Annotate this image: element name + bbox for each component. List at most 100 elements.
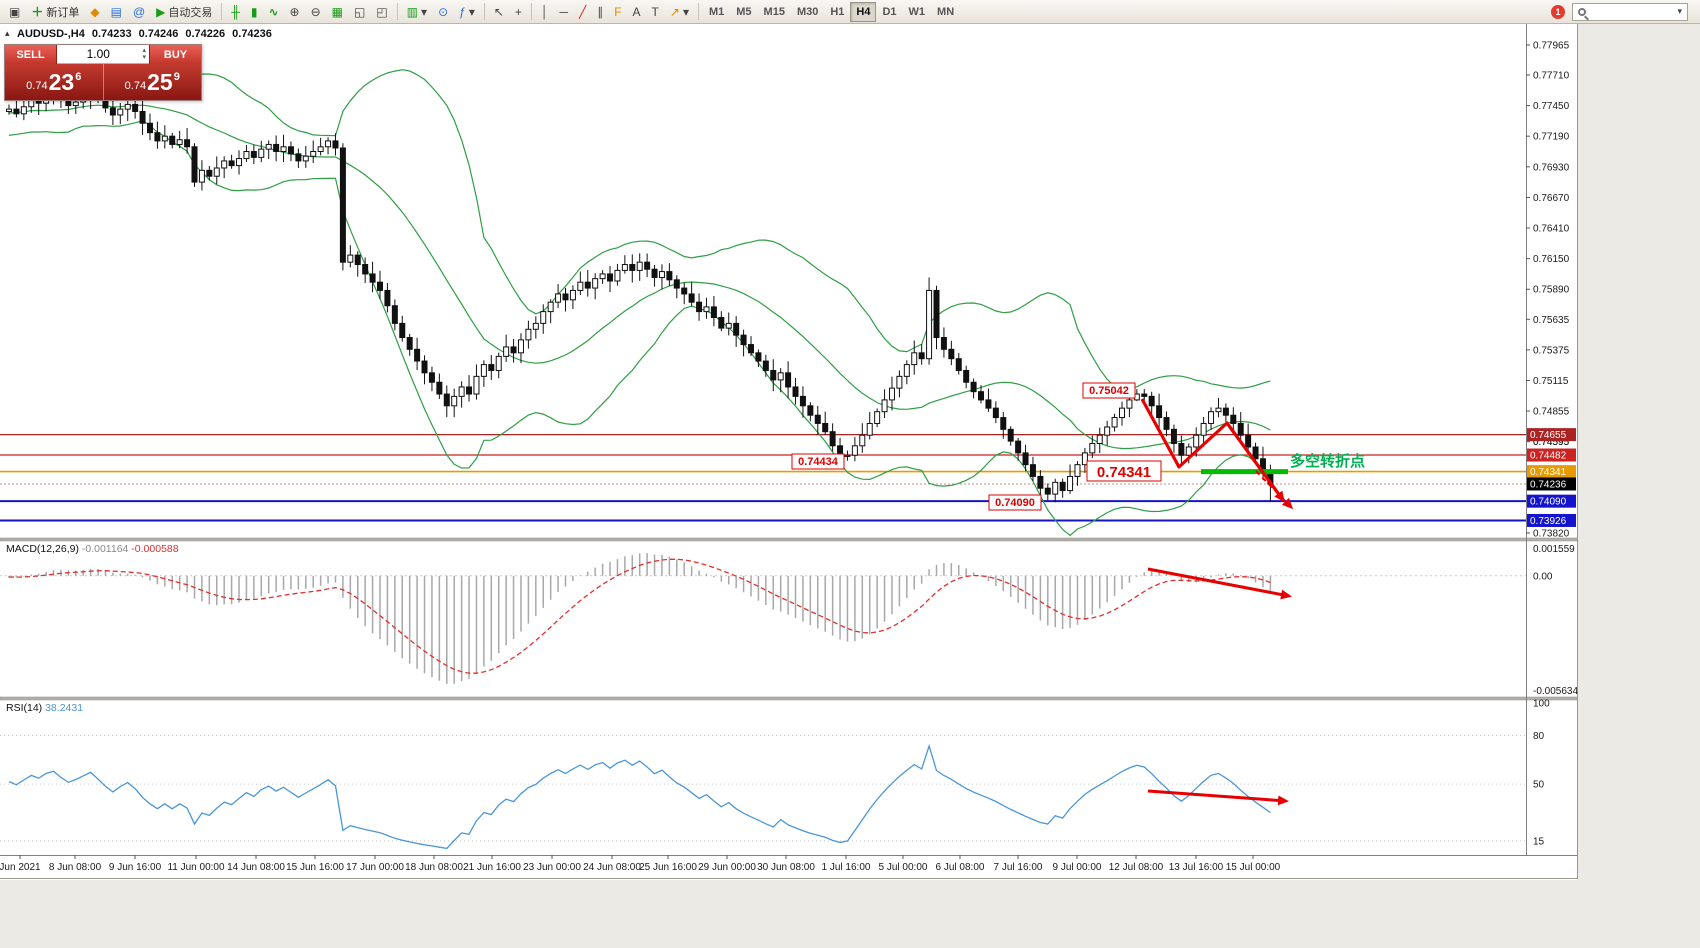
- ask-price[interactable]: 0.74 25 9: [104, 64, 202, 100]
- horizontal-level-lines[interactable]: [0, 434, 1526, 522]
- channel-icon[interactable]: ∥: [597, 4, 604, 19]
- line-chart-icon[interactable]: ∿: [268, 4, 279, 19]
- pane-separator[interactable]: [0, 696, 1578, 701]
- lot-spinner[interactable]: ▴ ▾: [139, 47, 149, 61]
- community-icon[interactable]: @: [132, 4, 146, 19]
- timeframe-d1-button[interactable]: D1: [876, 2, 902, 22]
- cascade-windows-icon[interactable]: ◰: [376, 4, 388, 19]
- zoom-out-icon[interactable]: ⊖: [310, 4, 321, 19]
- terminal-icon[interactable]: ▣: [9, 4, 21, 19]
- indicators-icon[interactable]: ƒ ▾: [459, 4, 475, 19]
- svg-text:5 Jul 00:00: 5 Jul 00:00: [879, 862, 928, 873]
- bar-chart-icon[interactable]: ╫: [231, 4, 240, 19]
- svg-text:1 Jul 16:00: 1 Jul 16:00: [822, 862, 871, 873]
- search-icon: [1578, 7, 1586, 16]
- rsi-label: RSI(14) 38.2431: [6, 702, 83, 714]
- notification-badge[interactable]: 1: [1551, 4, 1565, 19]
- price-axis[interactable]: 0.77965 0.77710 0.77450 0.77190 0.76930 0.766…: [1526, 40, 1576, 539]
- svg-text:0.77190: 0.77190: [1533, 132, 1570, 143]
- svg-text:0.74855: 0.74855: [1533, 407, 1570, 418]
- macd-trend-arrow[interactable]: [1147, 567, 1292, 600]
- svg-text:Jun 2021: Jun 2021: [0, 862, 41, 873]
- new-order-button[interactable]: ＋新订单: [26, 2, 84, 22]
- text-icon[interactable]: A: [632, 4, 641, 19]
- svg-text:29 Jun 00:00: 29 Jun 00:00: [698, 862, 756, 873]
- svg-text:6 Jul 08:00: 6 Jul 08:00: [936, 862, 985, 873]
- svg-text:15: 15: [1533, 836, 1545, 847]
- trend-zigzag-arrow[interactable]: [1140, 398, 1285, 503]
- zoom-in-icon[interactable]: ⊕: [289, 4, 300, 19]
- tile-windows-icon[interactable]: ▦: [331, 4, 344, 19]
- price-callout-box[interactable]: [791, 453, 845, 470]
- timeframe-mn-button[interactable]: MN: [931, 2, 960, 22]
- svg-text:15 Jul 00:00: 15 Jul 00:00: [1226, 862, 1281, 873]
- rsi-trend-arrow[interactable]: [1147, 789, 1289, 806]
- bid-price[interactable]: 0.74 23 6: [5, 64, 103, 100]
- timeframe-w1-button[interactable]: W1: [903, 2, 932, 22]
- arrows-tool-icon[interactable]: ↗ ▾: [669, 4, 689, 19]
- svg-text:0.74090: 0.74090: [1530, 497, 1567, 508]
- high-value: 0.74246: [138, 28, 179, 40]
- profiles-icon[interactable]: ⊙: [438, 4, 449, 19]
- chart-canvas[interactable]: 0.77965 0.77710 0.77450 0.77190 0.76930 0.766…: [0, 24, 1578, 880]
- cursor-icon[interactable]: ↖: [493, 4, 504, 19]
- search-box: ▾: [1572, 2, 1688, 21]
- timeframe-h1-button[interactable]: H1: [824, 2, 850, 22]
- spin-down-icon[interactable]: ▾: [142, 54, 146, 61]
- pane-separator[interactable]: [0, 537, 1578, 542]
- fibonacci-icon[interactable]: F: [614, 4, 622, 19]
- svg-text:23 Jun 00:00: 23 Jun 00:00: [523, 862, 581, 873]
- trendline-icon[interactable]: ╱: [578, 4, 587, 19]
- crosshair-icon[interactable]: +: [514, 4, 522, 19]
- mail-icon[interactable]: ▤: [110, 4, 122, 19]
- timeframe-m15-button[interactable]: M15: [758, 2, 791, 22]
- sell-button[interactable]: SELL: [5, 45, 57, 64]
- svg-text:24 Jun 08:00: 24 Jun 08:00: [583, 862, 641, 873]
- turning-point-annotation[interactable]: 多空转折点: [1290, 452, 1365, 470]
- svg-text:12 Jul 08:00: 12 Jul 08:00: [1109, 862, 1164, 873]
- text-label-icon[interactable]: T: [651, 4, 659, 19]
- megaphone-icon[interactable]: ◆: [90, 4, 100, 19]
- buy-button[interactable]: BUY: [149, 45, 201, 64]
- timeframe-m5-button[interactable]: M5: [730, 2, 757, 22]
- price-callout-box[interactable]: [1082, 382, 1136, 399]
- svg-text:0.74341: 0.74341: [1530, 467, 1567, 478]
- svg-text:-0.005634: -0.005634: [1533, 686, 1578, 697]
- svg-text:11 Jun 00:00: 11 Jun 00:00: [167, 862, 225, 873]
- bid-pipette: 6: [75, 71, 82, 83]
- open-value: 0.74233: [91, 28, 132, 40]
- bollinger-bands: [8, 69, 1271, 537]
- price-callout-box[interactable]: [988, 494, 1042, 511]
- timeframe-h4-button[interactable]: H4: [850, 1, 877, 22]
- svg-text:0.73926: 0.73926: [1530, 516, 1567, 527]
- arrange-windows-icon[interactable]: ◱: [354, 4, 366, 19]
- candles-group[interactable]: [6, 78, 1274, 503]
- horizontal-line-icon[interactable]: ─: [559, 4, 568, 19]
- bid-big-digits: 23: [48, 68, 75, 95]
- low-value: 0.74226: [185, 28, 226, 40]
- candlestick-chart-icon[interactable]: ▮: [250, 4, 258, 19]
- price-callout-box[interactable]: [1086, 460, 1162, 482]
- dropdown-icon: ▾: [468, 4, 475, 19]
- macd-signal-line: [8, 558, 1271, 674]
- one-click-toggle[interactable]: ▴: [5, 28, 10, 38]
- search-dropdown-icon[interactable]: ▾: [1677, 6, 1682, 16]
- svg-text:0.74595: 0.74595: [1533, 437, 1570, 448]
- toolbar: ▣ ＋新订单 ◆ ▤ @ ▶ 自动交易 ╫ ▮ ∿ ⊕ ⊖ ▦ ◱ ◰ ▥ ▾ ⊙ …: [0, 0, 1700, 24]
- svg-text:0.75890: 0.75890: [1533, 285, 1570, 296]
- time-axis[interactable]: Jun 2021 8 Jun 08:00 9 Jun 16:00 11 Jun 00:…: [0, 855, 1281, 873]
- toolbar-separator: [396, 3, 398, 20]
- spin-up-icon[interactable]: ▴: [142, 47, 146, 54]
- timeframe-m30-button[interactable]: M30: [791, 2, 824, 22]
- autotrading-button[interactable]: ▶ 自动交易: [151, 2, 217, 22]
- new-chart-icon[interactable]: ▥ ▾: [406, 4, 428, 19]
- lot-size-input[interactable]: [57, 47, 140, 61]
- chart-window: 0.77965 0.77710 0.77450 0.77190 0.76930 0.766…: [0, 24, 1578, 880]
- svg-text:80: 80: [1533, 731, 1545, 742]
- vertical-line-icon[interactable]: │: [540, 4, 549, 19]
- svg-text:25 Jun 16:00: 25 Jun 16:00: [639, 862, 697, 873]
- timeframe-m1-button[interactable]: M1: [703, 2, 730, 22]
- search-input[interactable]: [1590, 6, 1674, 17]
- svg-text:9 Jun 16:00: 9 Jun 16:00: [109, 862, 162, 873]
